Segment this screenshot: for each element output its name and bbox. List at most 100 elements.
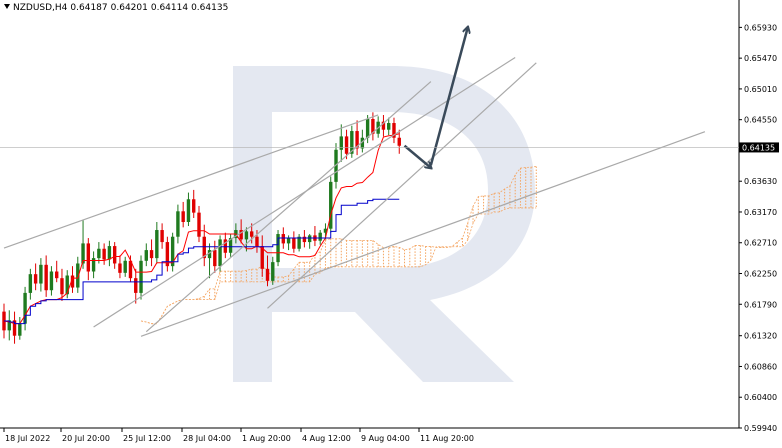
candle-body [365, 119, 370, 138]
candle-body [244, 231, 249, 240]
x-tick-label: 11 Aug 20:00 [420, 434, 474, 443]
y-tick-label: 0.65010 [744, 85, 777, 94]
candle-body [239, 230, 243, 240]
y-tick-label: 0.61790 [744, 300, 777, 309]
y-tick-label: 0.65470 [744, 54, 777, 63]
trendline [3, 114, 379, 249]
candle-body [371, 119, 375, 134]
y-tick-label: 0.61320 [744, 332, 777, 341]
candle-body [18, 323, 22, 336]
x-tick-label: 1 Aug 20:00 [242, 434, 291, 443]
candle-body [181, 211, 185, 223]
candle-body [339, 136, 343, 150]
candle-body [149, 250, 154, 259]
y-tick-label: 0.62250 [744, 270, 777, 279]
candle-body [228, 238, 233, 253]
candle-body [286, 238, 291, 244]
time-axis-bg [0, 428, 782, 448]
close-value: 0.64135 [191, 3, 229, 13]
high-value: 0.64201 [110, 3, 148, 13]
candle-body [49, 271, 54, 291]
candle-body [307, 235, 312, 243]
forecast-arrows [403, 27, 468, 168]
candle-body [197, 212, 201, 237]
trendline [267, 62, 537, 309]
y-tick-label: 0.63630 [744, 177, 777, 186]
candle-body [91, 258, 96, 272]
candle-body [170, 236, 175, 267]
kijun-sen-line [4, 198, 400, 325]
candle-body [176, 211, 180, 237]
x-tick-label: 25 Jul 12:00 [123, 434, 171, 443]
candle-body [213, 250, 217, 267]
senkou-span-a [140, 166, 537, 325]
candle-body [397, 137, 401, 146]
low-value: 0.64114 [150, 3, 189, 13]
candle-body [128, 260, 133, 279]
candle-body [76, 263, 80, 288]
tenkan-sen-line [3, 133, 400, 325]
candle-body [276, 234, 280, 263]
forecast-arrow [429, 27, 468, 166]
candle-body [155, 230, 159, 259]
candle-body [207, 250, 212, 259]
watermark-glyph [233, 66, 535, 382]
candle-body [223, 239, 228, 253]
candle-body [81, 243, 85, 264]
candle-body [107, 246, 112, 260]
candle-body [33, 274, 38, 284]
candle-body [249, 231, 254, 237]
candle-body [112, 246, 117, 264]
candle-body [165, 242, 170, 267]
indicator-lines [3, 133, 400, 325]
candle-body [360, 137, 365, 149]
candle-body [350, 131, 354, 154]
candle-body [60, 278, 64, 295]
candle-body [281, 234, 286, 244]
candle-body [139, 260, 143, 293]
candle-body [160, 230, 164, 243]
candle-body [192, 199, 196, 213]
candle-body [302, 236, 307, 243]
candle-body [23, 292, 27, 324]
candle-body [44, 264, 48, 291]
x-tick-label: 18 Jul 2022 [5, 434, 50, 443]
candle-body [97, 248, 101, 259]
forecast-arrow [403, 144, 431, 168]
candle-body [134, 278, 138, 293]
open-value: 0.64187 [70, 3, 108, 13]
candle-body [318, 232, 322, 241]
trendline [145, 81, 432, 333]
candle-body [28, 274, 33, 293]
candle-body [334, 149, 338, 182]
candle-body [123, 260, 127, 273]
candle-body [265, 268, 270, 281]
candle-body [12, 320, 17, 336]
y-tick-label: 0.60400 [744, 393, 777, 402]
symbol-label: NZDUSD,H4 [13, 3, 68, 13]
candle-body [271, 262, 275, 281]
y-tick-label: 0.59940 [744, 424, 777, 433]
candle-body [260, 246, 264, 269]
x-tick-label: 20 Jul 20:00 [62, 434, 110, 443]
y-tick-label: 0.62710 [744, 239, 777, 248]
price-axis-bg [739, 0, 782, 448]
x-tick-label: 4 Aug 12:00 [302, 434, 351, 443]
current-price-badge [739, 142, 779, 153]
candle-body [7, 320, 11, 331]
candle-body [186, 199, 191, 223]
candle-body [344, 136, 349, 154]
trendline [140, 131, 706, 337]
candle-body [102, 248, 106, 260]
candle-body [329, 181, 333, 229]
dropdown-triangle-icon[interactable] [4, 4, 10, 9]
candle-body [323, 228, 328, 233]
watermark-logo [233, 66, 535, 382]
y-tick-label: 0.60860 [744, 362, 777, 371]
candle-body [202, 236, 206, 259]
candle-body [255, 236, 259, 247]
candle-body [39, 264, 43, 284]
